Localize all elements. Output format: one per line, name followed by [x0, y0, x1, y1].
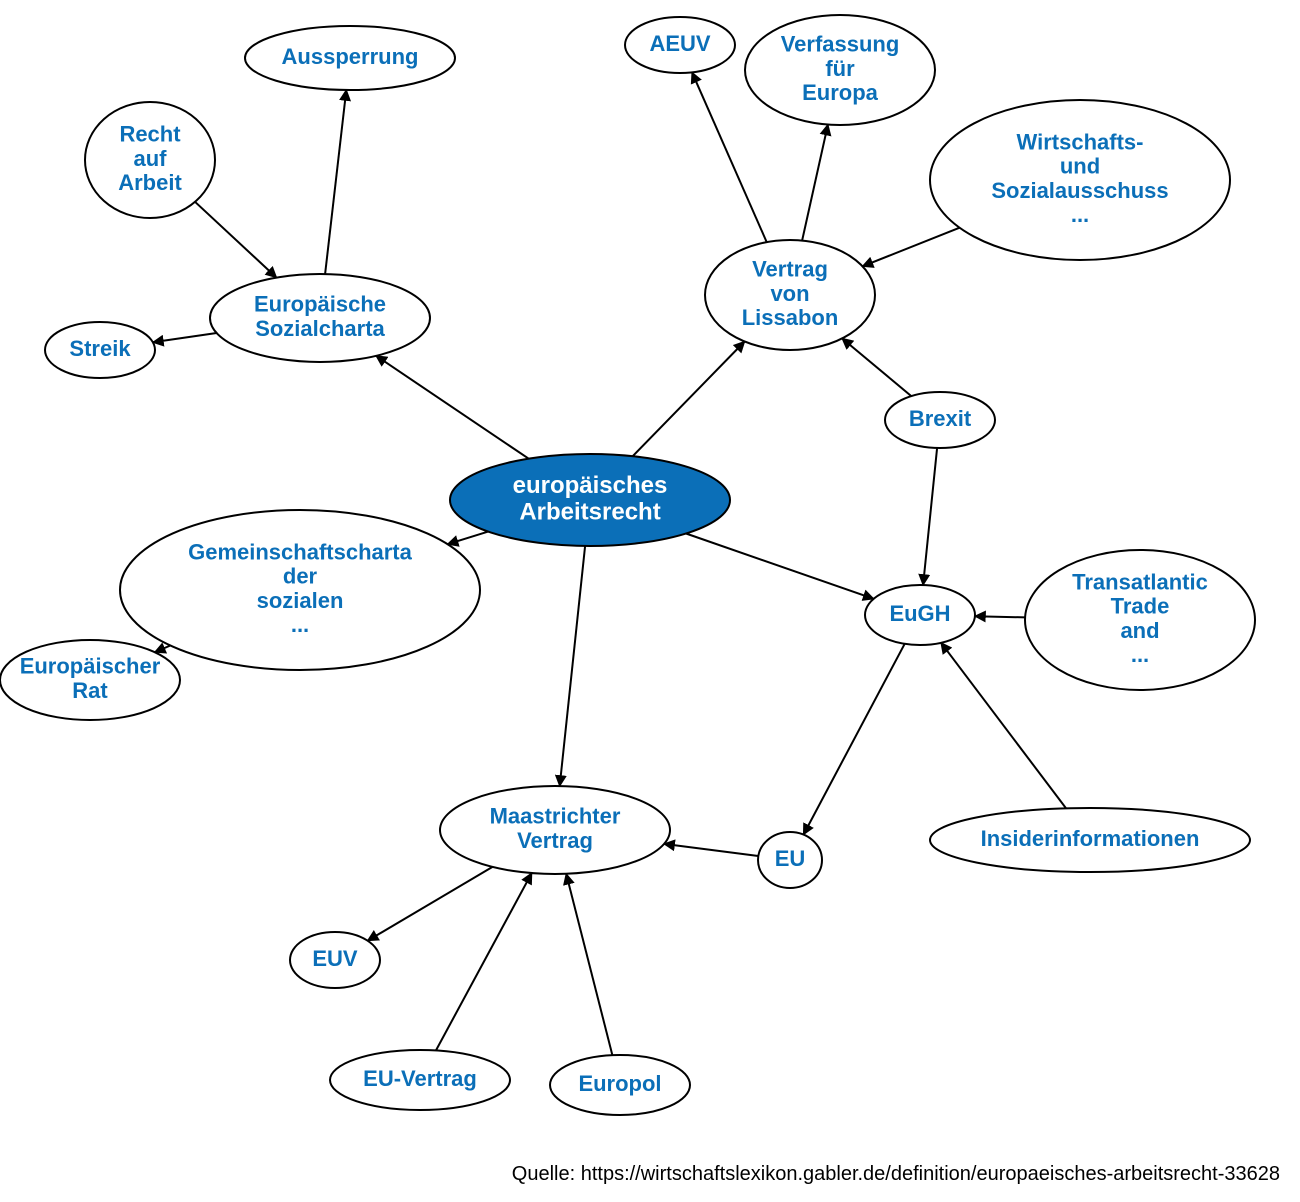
concept-map: europäischesArbeitsrechtEuropäischeSozia…	[0, 0, 1300, 1202]
node-label-brexit: Brexit	[909, 406, 972, 431]
node-label-euv: EUV	[312, 946, 358, 971]
node-label-maastricht: Maastrichter	[490, 804, 621, 829]
node-label-lissabon: Lissabon	[742, 305, 839, 330]
node-streik[interactable]: Streik	[45, 322, 155, 378]
edge-center-maastricht	[560, 546, 585, 786]
edge-center-sozialcharta	[376, 356, 529, 459]
node-label-sozialcharta: Sozialcharta	[255, 316, 385, 341]
edge-eugh-eu	[804, 644, 905, 835]
node-label-center: europäisches	[513, 472, 668, 499]
node-label-gemeinschaft: sozialen	[257, 588, 344, 613]
edge-recht_arbeit-sozialcharta	[195, 202, 277, 278]
node-label-recht_arbeit: Recht	[119, 122, 181, 147]
node-label-ttip: and	[1120, 618, 1159, 643]
node-label-wsa: Sozialausschuss	[991, 178, 1168, 203]
edge-brexit-lissabon	[842, 338, 911, 396]
node-label-wsa: Wirtschafts-	[1017, 130, 1144, 155]
node-label-center: Arbeitsrecht	[519, 499, 660, 526]
node-eu[interactable]: EU	[758, 832, 822, 888]
node-aussperrung[interactable]: Aussperrung	[245, 26, 455, 90]
node-eugh[interactable]: EuGH	[865, 585, 975, 645]
node-label-wsa: und	[1060, 154, 1100, 179]
edge-sozialcharta-streik	[153, 333, 217, 342]
node-label-verfassung: Verfassung	[781, 32, 900, 57]
node-maastricht[interactable]: MaastrichterVertrag	[440, 786, 670, 874]
edge-insider-eugh	[941, 643, 1066, 809]
node-label-insider: Insiderinformationen	[981, 826, 1200, 851]
node-verfassung[interactable]: VerfassungfürEuropa	[745, 15, 935, 125]
node-label-gemeinschaft: Gemeinschaftscharta	[188, 540, 413, 565]
node-eu_vertrag[interactable]: EU-Vertrag	[330, 1050, 510, 1110]
edge-lissabon-verfassung	[802, 125, 828, 241]
node-wsa[interactable]: Wirtschafts-undSozialausschuss...	[930, 100, 1230, 260]
node-label-sozialcharta: Europäische	[254, 292, 386, 317]
node-label-verfassung: Europa	[802, 80, 879, 105]
edge-wsa-lissabon	[863, 228, 960, 267]
node-label-eur_rat: Rat	[72, 678, 108, 703]
node-label-lissabon: von	[770, 281, 809, 306]
node-label-ttip: Transatlantic	[1072, 570, 1208, 595]
node-label-lissabon: Vertrag	[752, 257, 828, 282]
node-label-verfassung: für	[825, 56, 855, 81]
node-label-recht_arbeit: auf	[134, 146, 168, 171]
node-gemeinschaft[interactable]: Gemeinschaftschartadersozialen...	[120, 510, 480, 670]
edge-eu_vertrag-maastricht	[436, 873, 532, 1050]
edge-maastricht-euv	[368, 867, 493, 941]
node-label-aussperrung: Aussperrung	[282, 44, 419, 69]
node-brexit[interactable]: Brexit	[885, 392, 995, 448]
node-label-gemeinschaft: der	[283, 564, 318, 589]
node-label-streik: Streik	[69, 336, 131, 361]
edge-center-gemeinschaft	[448, 532, 489, 545]
node-ttip[interactable]: TransatlanticTradeand...	[1025, 550, 1255, 690]
node-aeuv[interactable]: AEUV	[625, 17, 735, 73]
node-recht_arbeit[interactable]: RechtaufArbeit	[85, 102, 215, 218]
edge-brexit-eugh	[923, 448, 937, 585]
node-label-maastricht: Vertrag	[517, 828, 593, 853]
edge-sozialcharta-aussperrung	[325, 90, 346, 274]
edge-lissabon-aeuv	[692, 72, 767, 242]
node-center[interactable]: europäischesArbeitsrecht	[450, 454, 730, 546]
edge-center-lissabon	[633, 342, 745, 457]
node-label-ttip: ...	[1131, 642, 1149, 667]
node-euv[interactable]: EUV	[290, 932, 380, 988]
nodes-group: europäischesArbeitsrechtEuropäischeSozia…	[0, 15, 1255, 1115]
edge-europol-maastricht	[566, 874, 612, 1055]
node-europol[interactable]: Europol	[550, 1055, 690, 1115]
edge-ttip-eugh	[975, 616, 1025, 617]
source-caption: Quelle: https://wirtschaftslexikon.gable…	[512, 1163, 1280, 1185]
node-label-europol: Europol	[578, 1071, 661, 1096]
node-sozialcharta[interactable]: EuropäischeSozialcharta	[210, 274, 430, 362]
node-label-ttip: Trade	[1111, 594, 1170, 619]
node-eur_rat[interactable]: EuropäischerRat	[0, 640, 180, 720]
node-label-eu_vertrag: EU-Vertrag	[363, 1066, 477, 1091]
node-label-eugh: EuGH	[889, 601, 950, 626]
node-lissabon[interactable]: VertragvonLissabon	[705, 240, 875, 350]
node-label-recht_arbeit: Arbeit	[118, 170, 182, 195]
node-insider[interactable]: Insiderinformationen	[930, 808, 1250, 872]
edge-gemeinschaft-eur_rat	[155, 646, 171, 653]
edge-center-eugh	[686, 534, 874, 599]
node-label-eur_rat: Europäischer	[20, 654, 161, 679]
node-label-aeuv: AEUV	[649, 31, 710, 56]
edge-eu-maastricht	[664, 844, 758, 856]
node-label-wsa: ...	[1071, 202, 1089, 227]
node-label-eu: EU	[775, 846, 806, 871]
node-label-gemeinschaft: ...	[291, 612, 309, 637]
